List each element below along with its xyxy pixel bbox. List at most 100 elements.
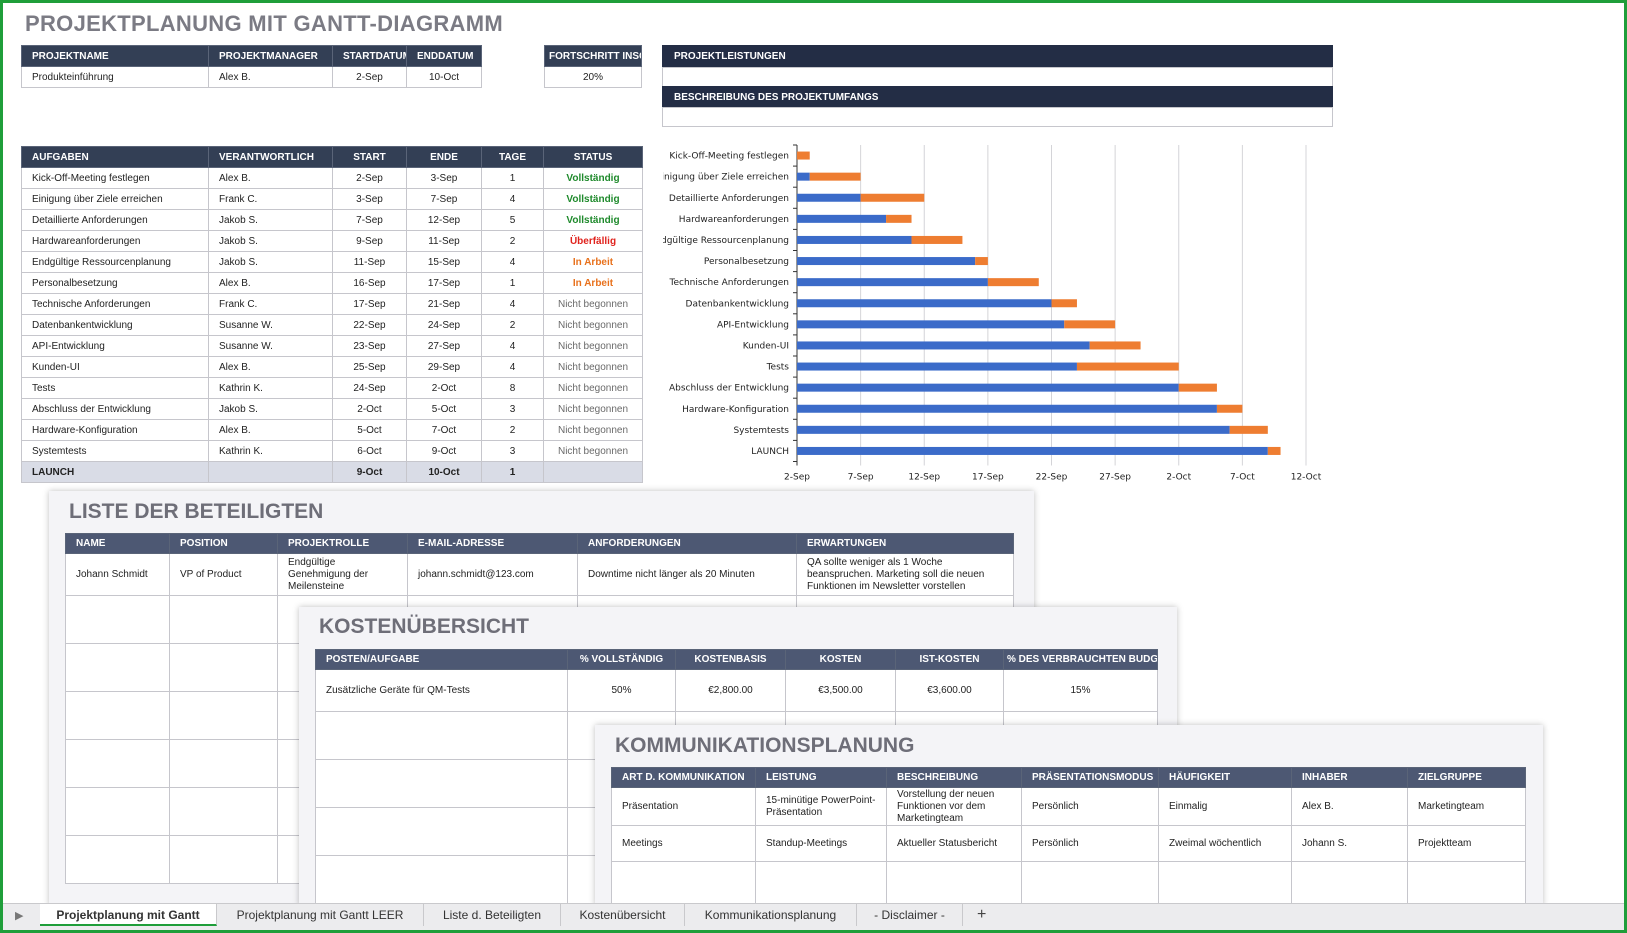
task-days-cell[interactable]: 4 — [481, 251, 544, 273]
task-name-cell[interactable]: Endgültige Ressourcenplanung — [21, 251, 209, 273]
task-owner-cell[interactable]: Alex B. — [208, 356, 333, 378]
task-name-cell[interactable]: Kunden-UI — [21, 356, 209, 378]
comm-audience-cell[interactable]: Marketingteam — [1407, 787, 1526, 826]
empty-cell[interactable] — [755, 861, 887, 906]
task-name-cell[interactable]: Detaillierte Anforderungen — [21, 209, 209, 231]
task-days-cell[interactable]: 4 — [481, 293, 544, 315]
empty-cell[interactable] — [65, 691, 170, 740]
task-name-cell[interactable]: Tests — [21, 377, 209, 399]
empty-cell[interactable] — [1407, 861, 1526, 906]
task-status-cell[interactable]: Nicht begonnen — [543, 377, 643, 399]
task-end-cell[interactable]: 24-Sep — [406, 314, 482, 336]
empty-cell[interactable] — [169, 739, 278, 788]
task-start-cell[interactable]: 24-Sep — [332, 377, 407, 399]
comm-mode-cell[interactable]: Persönlich — [1021, 825, 1159, 862]
task-status-cell[interactable]: Überfällig — [543, 230, 643, 252]
empty-cell[interactable] — [315, 807, 568, 856]
tab-projektplanung-gantt-leer[interactable]: Projektplanung mit Gantt LEER — [217, 904, 424, 926]
task-owner-cell[interactable]: Jakob S. — [208, 230, 333, 252]
task-owner-cell[interactable]: Susanne W. — [208, 314, 333, 336]
task-owner-cell[interactable]: Frank C. — [208, 293, 333, 315]
task-start-cell[interactable]: 3-Sep — [332, 188, 407, 210]
task-name-cell[interactable]: Kick-Off-Meeting festlegen — [21, 167, 209, 189]
task-days-cell[interactable]: 5 — [481, 209, 544, 231]
empty-cell[interactable] — [65, 835, 170, 884]
launch-task-cell[interactable]: LAUNCH — [21, 461, 209, 483]
task-name-cell[interactable]: Abschluss der Entwicklung — [21, 398, 209, 420]
task-days-cell[interactable]: 2 — [481, 314, 544, 336]
task-days-cell[interactable]: 2 — [481, 419, 544, 441]
task-owner-cell[interactable]: Jakob S. — [208, 398, 333, 420]
stakeholder-requirements-cell[interactable]: Downtime nicht länger als 20 Minuten — [577, 553, 797, 596]
stakeholder-name-cell[interactable]: Johann Schmidt — [65, 553, 170, 596]
stakeholder-email-cell[interactable]: johann.schmidt@123.com — [407, 553, 578, 596]
tab-scroll-icon[interactable]: ▶ — [15, 910, 24, 922]
task-owner-cell[interactable]: Susanne W. — [208, 335, 333, 357]
task-name-cell[interactable]: Systemtests — [21, 440, 209, 462]
cost-budget-cell[interactable]: 15% — [1003, 669, 1158, 712]
task-status-cell[interactable]: Nicht begonnen — [543, 314, 643, 336]
task-end-cell[interactable]: 5-Oct — [406, 398, 482, 420]
task-name-cell[interactable]: Technische Anforderungen — [21, 293, 209, 315]
comm-frequency-cell[interactable]: Einmalig — [1158, 787, 1292, 826]
task-owner-cell[interactable]: Alex B. — [208, 272, 333, 294]
cost-complete-cell[interactable]: 50% — [567, 669, 676, 712]
comm-type-cell[interactable]: Präsentation — [611, 787, 756, 826]
task-days-cell[interactable]: 4 — [481, 356, 544, 378]
task-status-cell[interactable]: Nicht begonnen — [543, 335, 643, 357]
cost-item-cell[interactable]: Zusätzliche Geräte für QM-Tests — [315, 669, 568, 712]
task-days-cell[interactable]: 1 — [481, 272, 544, 294]
task-days-cell[interactable]: 3 — [481, 440, 544, 462]
task-name-cell[interactable]: Datenbankentwicklung — [21, 314, 209, 336]
task-end-cell[interactable]: 9-Oct — [406, 440, 482, 462]
comm-audience-cell[interactable]: Projektteam — [1407, 825, 1526, 862]
empty-cell[interactable] — [1291, 861, 1408, 906]
tab-liste-beteiligten[interactable]: Liste d. Beteiligten — [424, 904, 561, 926]
task-days-cell[interactable]: 8 — [481, 377, 544, 399]
task-name-cell[interactable]: Hardwareanforderungen — [21, 230, 209, 252]
launch-owner-cell[interactable] — [208, 461, 333, 483]
empty-cell[interactable] — [1158, 861, 1292, 906]
task-days-cell[interactable]: 4 — [481, 335, 544, 357]
stakeholder-position-cell[interactable]: VP of Product — [169, 553, 278, 596]
task-status-cell[interactable]: Vollständig — [543, 188, 643, 210]
project-manager-cell[interactable]: Alex B. — [208, 66, 333, 88]
task-owner-cell[interactable]: Kathrin K. — [208, 440, 333, 462]
task-owner-cell[interactable]: Alex B. — [208, 419, 333, 441]
empty-cell[interactable] — [886, 861, 1022, 906]
task-start-cell[interactable]: 7-Sep — [332, 209, 407, 231]
task-status-cell[interactable]: Nicht begonnen — [543, 356, 643, 378]
empty-cell[interactable] — [169, 787, 278, 836]
task-start-cell[interactable]: 5-Oct — [332, 419, 407, 441]
task-start-cell[interactable]: 9-Sep — [332, 230, 407, 252]
task-status-cell[interactable]: Vollständig — [543, 209, 643, 231]
task-start-cell[interactable]: 23-Sep — [332, 335, 407, 357]
empty-cell[interactable] — [65, 787, 170, 836]
project-start-cell[interactable]: 2-Sep — [332, 66, 407, 88]
task-start-cell[interactable]: 2-Sep — [332, 167, 407, 189]
task-start-cell[interactable]: 17-Sep — [332, 293, 407, 315]
task-start-cell[interactable]: 25-Sep — [332, 356, 407, 378]
task-end-cell[interactable]: 7-Sep — [406, 188, 482, 210]
task-end-cell[interactable]: 7-Oct — [406, 419, 482, 441]
comm-description-cell[interactable]: Vorstellung der neuen Funktionen vor dem… — [886, 787, 1022, 826]
add-sheet-icon[interactable]: + — [977, 906, 987, 923]
task-status-cell[interactable]: In Arbeit — [543, 272, 643, 294]
task-owner-cell[interactable]: Kathrin K. — [208, 377, 333, 399]
empty-cell[interactable] — [65, 739, 170, 788]
task-name-cell[interactable]: Einigung über Ziele erreichen — [21, 188, 209, 210]
task-days-cell[interactable]: 3 — [481, 398, 544, 420]
launch-status-cell[interactable] — [543, 461, 643, 483]
task-start-cell[interactable]: 6-Oct — [332, 440, 407, 462]
empty-cell[interactable] — [315, 855, 568, 904]
empty-cell[interactable] — [169, 595, 278, 644]
task-days-cell[interactable]: 2 — [481, 230, 544, 252]
empty-cell[interactable] — [315, 759, 568, 808]
empty-cell[interactable] — [65, 643, 170, 692]
comm-owner-cell[interactable]: Johann S. — [1291, 825, 1408, 862]
project-end-cell[interactable]: 10-Oct — [406, 66, 482, 88]
task-days-cell[interactable]: 4 — [481, 188, 544, 210]
comm-deliverable-cell[interactable]: 15-minütige PowerPoint-Präsentation — [755, 787, 887, 826]
comm-description-cell[interactable]: Aktueller Statusbericht — [886, 825, 1022, 862]
tab-disclaimer[interactable]: - Disclaimer - — [857, 904, 963, 926]
